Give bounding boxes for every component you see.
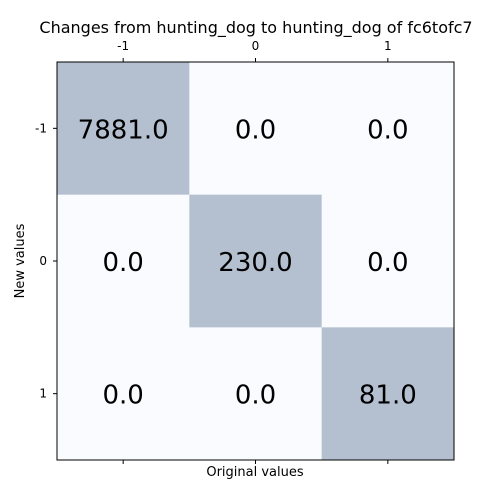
heatmap-cell bbox=[321, 327, 455, 461]
heatmap-cell bbox=[189, 327, 323, 461]
cell-value-label: 230.0 bbox=[218, 248, 292, 278]
heatmap-cell bbox=[321, 62, 455, 196]
y-axis-label: New values bbox=[13, 223, 28, 298]
heatmap-cell bbox=[57, 327, 190, 461]
cell-value-label: 0.0 bbox=[367, 115, 408, 145]
heatmap-cells bbox=[57, 62, 455, 461]
cell-value-label: 7881.0 bbox=[78, 115, 169, 145]
x-tick-label: -1 bbox=[117, 39, 129, 53]
cell-value-label: 0.0 bbox=[102, 381, 143, 411]
cell-value-label: 0.0 bbox=[235, 381, 276, 411]
y-tick-label: -1 bbox=[35, 121, 47, 135]
x-axis-label: Original values bbox=[206, 465, 304, 480]
heatmap-cell bbox=[321, 194, 455, 328]
heatmap-cell bbox=[57, 194, 190, 328]
cell-value-label: 81.0 bbox=[359, 381, 417, 411]
y-tick-label: 1 bbox=[39, 387, 47, 401]
cell-value-label: 0.0 bbox=[235, 115, 276, 145]
chart-title: Changes from hunting_dog to hunting_dog … bbox=[39, 18, 472, 38]
heatmap-cell bbox=[57, 62, 190, 196]
cell-value-label: 0.0 bbox=[102, 248, 143, 278]
cell-value-label: 0.0 bbox=[367, 248, 408, 278]
axis-ticks: -1 0 1 -1 0 1 bbox=[35, 39, 392, 464]
heatmap-cell bbox=[189, 194, 323, 328]
x-tick-label: 1 bbox=[384, 39, 392, 53]
heatmap-cell bbox=[189, 62, 323, 196]
cell-value-labels: 7881.0 0.0 0.0 0.0 230.0 0.0 0.0 0.0 81.0 bbox=[78, 115, 417, 410]
y-tick-label: 0 bbox=[39, 254, 47, 268]
x-tick-label: 0 bbox=[252, 39, 260, 53]
